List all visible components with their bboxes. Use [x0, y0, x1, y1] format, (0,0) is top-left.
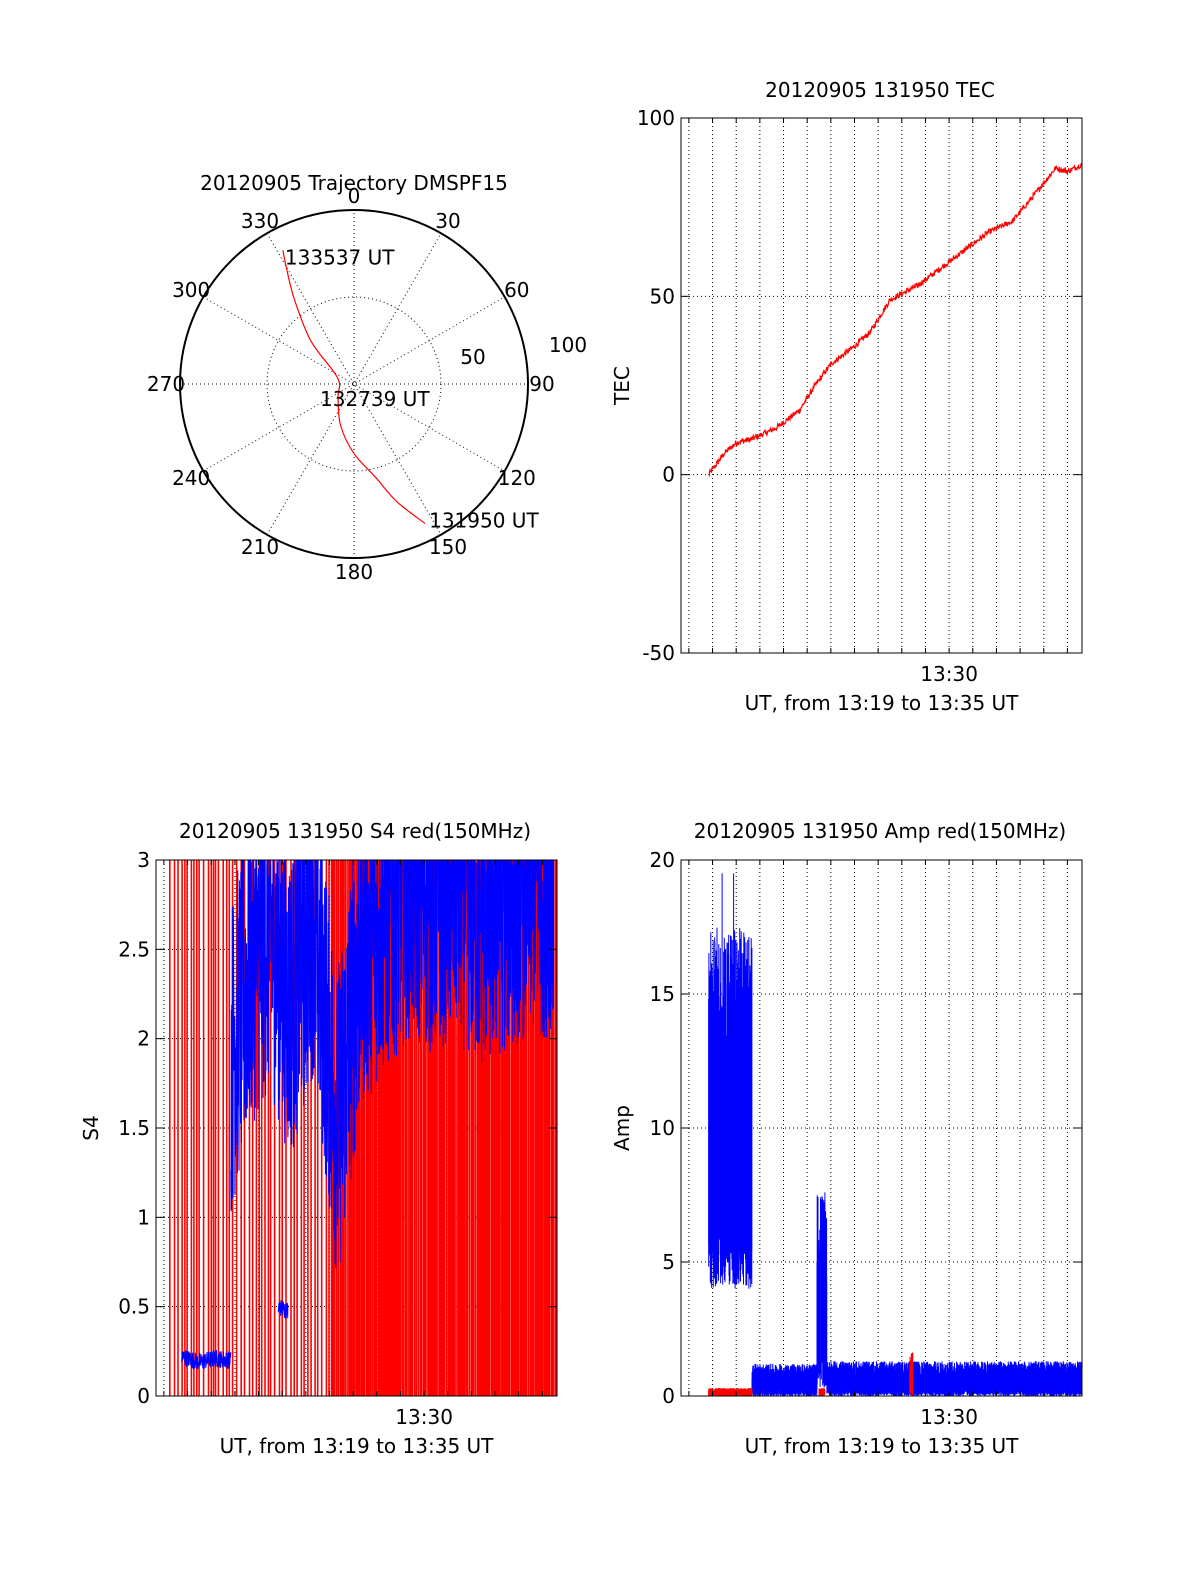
polar-trajectory-plot: 20120905 Trajectory DMSPF15 0 30 60 90 120 15…	[147, 171, 587, 584]
polar-title: 20120905 Trajectory DMSPF15	[200, 171, 508, 195]
s4-series	[169, 859, 557, 1396]
polar-azimuth-label: 330	[241, 209, 279, 233]
y-tick-label: 0	[662, 1384, 675, 1408]
y-tick-label: 15	[650, 982, 675, 1006]
polar-grid	[179, 209, 529, 559]
tec-series	[708, 162, 1083, 478]
polar-azimuth-label: 240	[172, 466, 210, 490]
y-tick-label: 20	[650, 848, 675, 872]
trajectory-time-labels: 131950 UT 132739 UT 133537 UT	[285, 245, 540, 532]
y-tick-label: 5	[662, 1250, 675, 1274]
tec-ticks: -50 0 50 100 13:30	[637, 106, 1082, 686]
tec-y-axis-label: TEC	[610, 366, 634, 406]
tec-grid	[681, 118, 1082, 653]
amp-plot: 20120905 131950 Amp red(150MHz) 0 5 10 15 20…	[610, 819, 1083, 1458]
amp-blue-series	[826, 1361, 1083, 1396]
y-tick-label: 2.5	[118, 937, 150, 961]
y-tick-label: 1.5	[118, 1116, 150, 1140]
amp-red-series	[708, 1388, 753, 1396]
tec-plot: 20120905 131950 TEC -50 0 50 100 13:30 TEC U…	[610, 78, 1083, 715]
y-tick-label: 10	[650, 1116, 675, 1140]
amp-title: 20120905 131950 Amp red(150MHz)	[694, 819, 1066, 843]
amp-blue-series	[708, 873, 753, 1289]
s4-y-axis-label: S4	[79, 1115, 103, 1140]
y-tick-label: 100	[637, 106, 675, 130]
trajectory-time-label: 132739 UT	[320, 387, 430, 411]
s4-title: 20120905 131950 S4 red(150MHz)	[179, 819, 531, 843]
tec-line	[708, 162, 1083, 478]
x-tick-label: 13:30	[920, 662, 978, 686]
amp-blue-series	[751, 1363, 818, 1396]
polar-azimuth-label: 270	[147, 372, 185, 396]
trajectory-time-label: 133537 UT	[285, 245, 395, 269]
tec-title: 20120905 131950 TEC	[765, 78, 995, 102]
x-tick-label: 13:30	[920, 1405, 978, 1429]
s4-x-axis-label: UT, from 13:19 to 13:35 UT	[220, 1434, 495, 1458]
polar-azimuth-label: 0	[348, 184, 361, 208]
s4-plot: 20120905 131950 S4 red(150MHz) 0 0.5 1 1.5 2…	[79, 819, 558, 1458]
y-tick-label: -50	[642, 641, 675, 665]
polar-azimuth-label: 90	[529, 372, 554, 396]
x-tick-label: 13:30	[395, 1405, 453, 1429]
polar-azimuth-label: 300	[172, 278, 210, 302]
polar-azimuth-label: 120	[498, 466, 536, 490]
polar-radial-label: 50	[460, 345, 485, 369]
polar-azimuth-label: 180	[335, 560, 373, 584]
amp-series	[708, 873, 1083, 1396]
polar-azimuth-labels: 0 30 60 90 120 150 180 210 240 270 300 330	[147, 184, 555, 584]
polar-azimuth-label: 30	[435, 209, 460, 233]
polar-radial-labels: 50 100	[460, 333, 587, 369]
amp-blue-series	[816, 1192, 828, 1388]
amp-y-axis-label: Amp	[610, 1105, 634, 1151]
y-tick-label: 0	[137, 1384, 150, 1408]
y-tick-label: 0	[662, 463, 675, 487]
tec-axes-frame	[680, 117, 1083, 654]
y-tick-label: 3	[137, 848, 150, 872]
amp-red-series	[818, 1388, 826, 1396]
tec-x-axis-label: UT, from 13:19 to 13:35 UT	[745, 691, 1020, 715]
s4-ticks: 0 0.5 1 1.5 2 2.5 3 13:30	[118, 848, 557, 1429]
trajectory-line	[282, 250, 426, 524]
s4-blue-series	[181, 1349, 232, 1370]
polar-azimuth-label: 60	[504, 278, 529, 302]
trajectory-time-label: 131950 UT	[429, 509, 539, 533]
y-tick-label: 2	[137, 1027, 150, 1051]
polar-ring-50	[266, 296, 442, 472]
y-tick-label: 1	[137, 1205, 150, 1229]
y-tick-label: 50	[650, 284, 675, 308]
polar-radial-label: 100	[549, 333, 587, 357]
amp-ticks: 0 5 10 15 20 13:30	[650, 848, 1082, 1429]
polar-azimuth-label: 210	[241, 535, 279, 559]
s4-blue-series	[277, 1300, 289, 1320]
amp-red-series	[909, 1352, 914, 1396]
y-tick-label: 0.5	[118, 1295, 150, 1319]
amp-x-axis-label: UT, from 13:19 to 13:35 UT	[745, 1434, 1020, 1458]
polar-azimuth-label: 150	[429, 535, 467, 559]
